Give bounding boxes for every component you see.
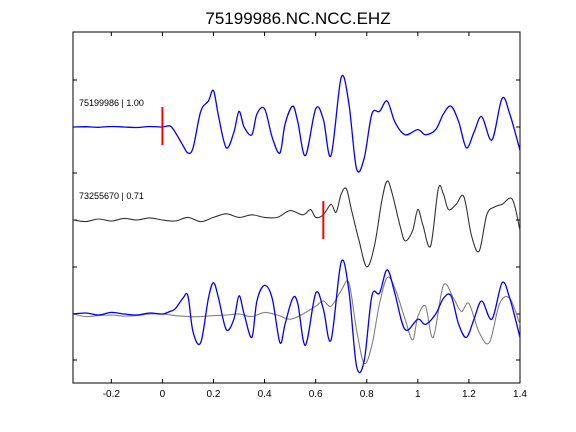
x-tick-label: 0.6 [309,389,323,400]
x-tick-label: 0.4 [258,389,272,400]
trace-comparison-label: 73255670 | 0.71 [79,191,144,201]
overlay-reference-waveform [72,259,521,374]
x-tick-label: 1.2 [462,389,476,400]
x-tick-label: 0 [160,389,166,400]
axes-frame [72,31,521,384]
x-tick-label: 1.4 [513,389,527,400]
y-axis-ticks [73,79,520,361]
x-tick-label: 0.2 [207,389,221,400]
x-tick-label: 0.8 [360,389,374,400]
chart-title: 75199986.NC.NCC.EHZ [205,9,390,28]
trace-reference-label: 75199986 | 1.00 [79,98,144,108]
x-tick-label: 1 [415,389,421,400]
trace-comparison-waveform [72,180,521,268]
trace-reference-waveform [72,74,521,173]
waveform-traces: 75199986 | 1.00 73255670 | 0.71 [72,74,521,374]
x-axis-ticks: -0.2 0 0.2 0.4 0.6 0.8 1 1.2 1.4 [103,32,527,400]
x-tick-label: -0.2 [103,389,121,400]
